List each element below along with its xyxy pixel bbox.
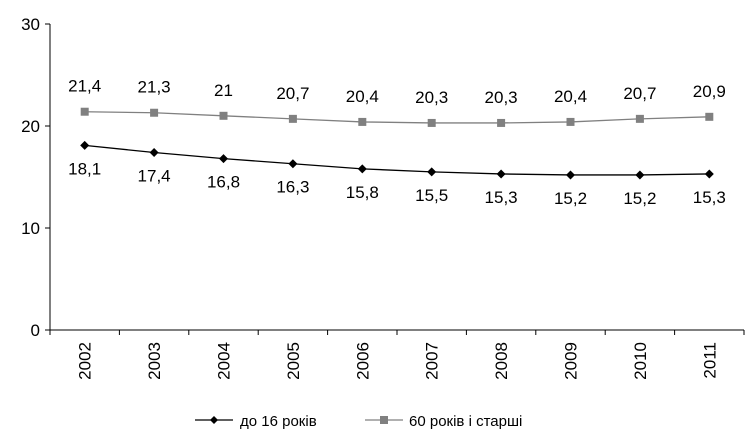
- data-label: 20,7: [623, 84, 656, 103]
- data-point: [427, 118, 436, 127]
- series-line: [84, 111, 710, 124]
- y-tick-label: 0: [31, 321, 40, 340]
- data-label: 20,3: [485, 88, 518, 107]
- data-label: 15,5: [415, 186, 448, 205]
- data-label: 15,3: [693, 188, 726, 207]
- data-point: [496, 169, 506, 179]
- y-tick-label: 10: [21, 219, 40, 238]
- data-point: [497, 118, 506, 127]
- data-label: 16,3: [276, 178, 309, 197]
- data-label: 20,7: [276, 84, 309, 103]
- data-point: [358, 117, 367, 126]
- x-tick-label: 2006: [353, 342, 372, 380]
- legend-marker-diamond-icon: [210, 416, 218, 424]
- data-point: [219, 111, 228, 120]
- x-tick-label: 2009: [562, 342, 581, 380]
- data-point: [566, 170, 575, 180]
- x-tick-label: 2008: [492, 342, 511, 380]
- data-label: 20,3: [415, 88, 448, 107]
- x-tick-label: 2007: [423, 342, 442, 380]
- data-point: [357, 164, 367, 174]
- data-point: [635, 114, 644, 123]
- data-labels: 18,1 17,4 16,8 16,3 15,8 15,5 15,3 15,2 15,2 15,3…: [68, 77, 726, 208]
- data-point: [288, 114, 297, 123]
- data-point: [149, 148, 159, 158]
- data-label: 21,3: [138, 78, 171, 97]
- data-point: [80, 140, 90, 150]
- data-label: 15,8: [346, 183, 379, 202]
- data-point: [427, 167, 437, 177]
- data-point: [219, 154, 228, 164]
- legend-label-60-plus: 60 років і старші: [409, 413, 522, 430]
- legend-marker-square-icon: [380, 416, 388, 424]
- data-label: 17,4: [138, 167, 171, 186]
- data-point: [566, 117, 575, 126]
- data-label: 18,1: [68, 159, 101, 178]
- series-layer: [80, 107, 714, 180]
- data-label: 15,3: [485, 188, 518, 207]
- x-tick-label: 2004: [215, 342, 234, 380]
- series-line: [84, 144, 710, 176]
- x-axis-ticks: 2002 2003 2004 2005 2006 2007 2008 2009 2010 2011: [49, 330, 745, 380]
- data-label: 20,9: [693, 82, 726, 101]
- data-label: 15,2: [623, 189, 656, 208]
- data-label: 20,4: [554, 87, 587, 106]
- data-label: 15,2: [554, 189, 587, 208]
- data-label: 21: [214, 81, 233, 100]
- data-point: [80, 107, 89, 116]
- x-tick-label: 2005: [284, 342, 303, 380]
- y-tick-label: 20: [21, 117, 40, 136]
- data-point: [635, 170, 645, 180]
- y-axis-ticks: 0 10 20 30: [21, 15, 50, 340]
- x-tick-label: 2010: [631, 342, 650, 380]
- y-tick-label: 30: [21, 15, 40, 34]
- x-tick-label: 2003: [145, 342, 164, 380]
- legend-label-under-16: до 16 років: [240, 413, 317, 430]
- data-point: [288, 159, 298, 169]
- data-label: 20,4: [346, 87, 379, 106]
- data-point: [150, 108, 159, 117]
- legend: до 16 років 60 років і старші: [195, 413, 522, 430]
- x-tick-label: 2011: [700, 342, 719, 379]
- data-label: 16,8: [207, 173, 240, 192]
- x-tick-label: 2002: [76, 342, 95, 380]
- data-point: [705, 112, 714, 121]
- data-point: [704, 169, 714, 179]
- data-label: 21,4: [68, 77, 101, 96]
